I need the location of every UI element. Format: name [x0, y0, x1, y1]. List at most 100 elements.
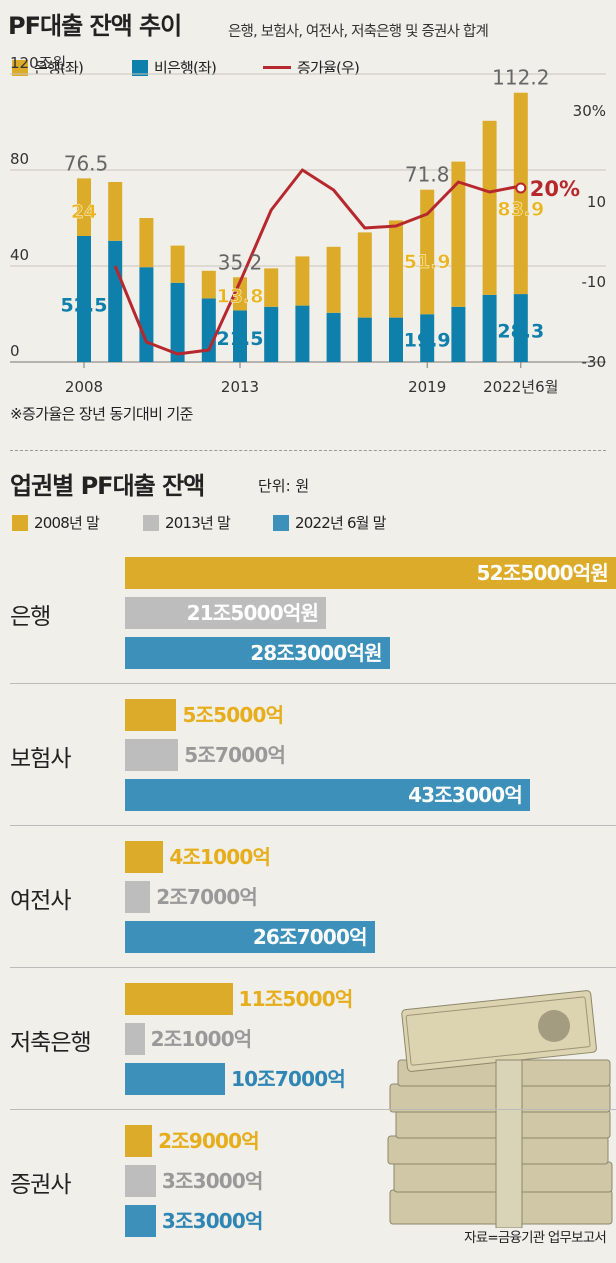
bar-bank: [108, 182, 123, 241]
bar-bank: [357, 232, 372, 318]
category-label: 증권사: [10, 1172, 71, 1198]
legend-2022-label: 2022년 6월 말: [295, 514, 386, 532]
bar-2008: [125, 1125, 153, 1157]
bar-value-label: 28조3000억원: [250, 641, 382, 665]
legend-growth-swatch: [263, 66, 291, 69]
bar-2013: [125, 1023, 145, 1055]
legend-2008: 2008년 말: [12, 512, 100, 533]
money-stack-illustration: [387, 990, 613, 1228]
left-tick-label: 120조원: [10, 54, 66, 72]
bar-bank: [451, 161, 466, 307]
right-tick-label: 30%: [573, 102, 606, 120]
category-label: 여전사: [10, 888, 71, 914]
bar-nonbank: [389, 317, 403, 362]
bar-value-label: 3조3000억: [161, 1169, 264, 1193]
growth-line: [113, 168, 523, 356]
bar-value-label: 3조3000억: [161, 1209, 264, 1233]
bar-2022: [125, 637, 390, 669]
bar-2008: [125, 699, 177, 731]
chart1-svg: 120조원 80 40 0 30% 10 -10 -30 2008 2013 2019 2022년6월…: [10, 54, 607, 396]
bar-2013: [125, 1165, 156, 1197]
bar-nonbank: [451, 306, 466, 362]
legend-2013: 2013년 말: [143, 512, 231, 533]
bar-nonbank: [233, 310, 247, 362]
category-label: 은행: [10, 604, 51, 630]
growth-value-label: 20%: [530, 177, 580, 201]
nonbank-label: 21.5: [217, 328, 264, 350]
bar-bank: [420, 189, 435, 315]
category-separator: [10, 1109, 616, 1110]
bar-value-label: 11조5000억: [238, 987, 354, 1011]
bar-2008: [125, 557, 616, 589]
bar-nonbank: [77, 236, 91, 362]
left-tick-label: 80: [10, 150, 29, 168]
bar-nonbank: [139, 267, 154, 362]
bar-2008: [125, 983, 233, 1015]
bar-2022: [125, 1205, 156, 1237]
bank-label: 51.9: [404, 251, 451, 273]
bar-nonbank: [170, 282, 185, 362]
bank-label: 83.9: [497, 199, 544, 221]
bar-bank: [264, 268, 279, 307]
bar-value-label: 43조3000억: [408, 783, 523, 807]
bar-nonbank: [513, 294, 528, 362]
total-label: 112.2: [492, 66, 549, 90]
total-label: 71.8: [405, 163, 450, 187]
legend-2022-swatch: [273, 514, 289, 531]
bar-value-label: 2조1000억: [150, 1027, 253, 1051]
nonbank-label: 19.9: [404, 330, 451, 352]
bar-nonbank: [108, 240, 123, 362]
bank-label: 13.8: [217, 285, 264, 307]
banknote-portrait: [538, 1010, 570, 1042]
legend-2008-swatch: [12, 514, 28, 531]
category-label: 보험사: [10, 746, 71, 772]
legend-nonbank: 비은행(좌): [132, 57, 217, 78]
bar-nonbank: [264, 306, 279, 362]
legend-growth-label: 증가율(우): [297, 59, 360, 77]
x-tick-label: 2022년6월: [483, 378, 558, 396]
bar-value-label: 2조7000억: [156, 885, 258, 909]
bar-2013: [125, 881, 151, 913]
right-tick-label: -10: [582, 273, 607, 291]
bar-2022: [125, 921, 375, 953]
source-note: 자료=금융기관 업무보고서: [464, 1230, 607, 1246]
chart2-unit: 단위: 원: [258, 477, 310, 495]
total-label: 76.5: [64, 151, 109, 175]
category-separator: [10, 967, 616, 968]
right-tick-label: 10: [587, 193, 606, 211]
x-tick-label: 2013: [221, 378, 259, 396]
bar-2008: [125, 841, 164, 873]
bar-2022: [125, 779, 530, 811]
category-separator: [10, 825, 616, 826]
legend-nonbank-swatch: [132, 59, 148, 76]
bar-value-label: 5조5000억: [182, 703, 284, 727]
legend-2013-label: 2013년 말: [165, 514, 231, 532]
bar-bank: [139, 218, 154, 268]
bar-2013: [125, 597, 327, 629]
bar-value-label: 4조1000억: [169, 845, 271, 869]
legend-bank: 은행(좌): [12, 57, 84, 78]
chart2-title: 업권별 PF대출 잔액: [10, 472, 205, 500]
left-tick-label: 40: [10, 246, 29, 264]
chart1-note: ※증가율은 장년 동기대비 기준: [10, 405, 193, 423]
bar-nonbank: [482, 294, 497, 362]
bar-nonbank: [201, 298, 216, 362]
bank-label: 24: [71, 201, 97, 223]
bar-2022: [125, 1063, 226, 1095]
legend-2022: 2022년 6월 말: [273, 512, 386, 533]
bar-bank: [482, 120, 497, 295]
chart1-subtitle: 은행, 보험사, 여전사, 저축은행 및 증권사 합계: [228, 24, 489, 40]
legend-growth: 증가율(우): [263, 57, 360, 78]
x-tick-label: 2008: [65, 378, 103, 396]
bar-bank: [170, 245, 185, 283]
right-tick-label: -30: [582, 353, 607, 371]
bar-bank: [77, 178, 91, 236]
section-divider: [10, 450, 606, 451]
bar-value-label: 52조5000억원: [476, 561, 609, 585]
bar-value-label: 2조9000억: [158, 1129, 260, 1153]
legend-bank-swatch: [12, 59, 28, 76]
bar-value-label: 26조7000억: [252, 925, 368, 949]
nonbank-label: 28.3: [497, 320, 544, 342]
bar-bank: [389, 220, 403, 318]
bar-value-label: 10조7000억: [231, 1067, 346, 1091]
